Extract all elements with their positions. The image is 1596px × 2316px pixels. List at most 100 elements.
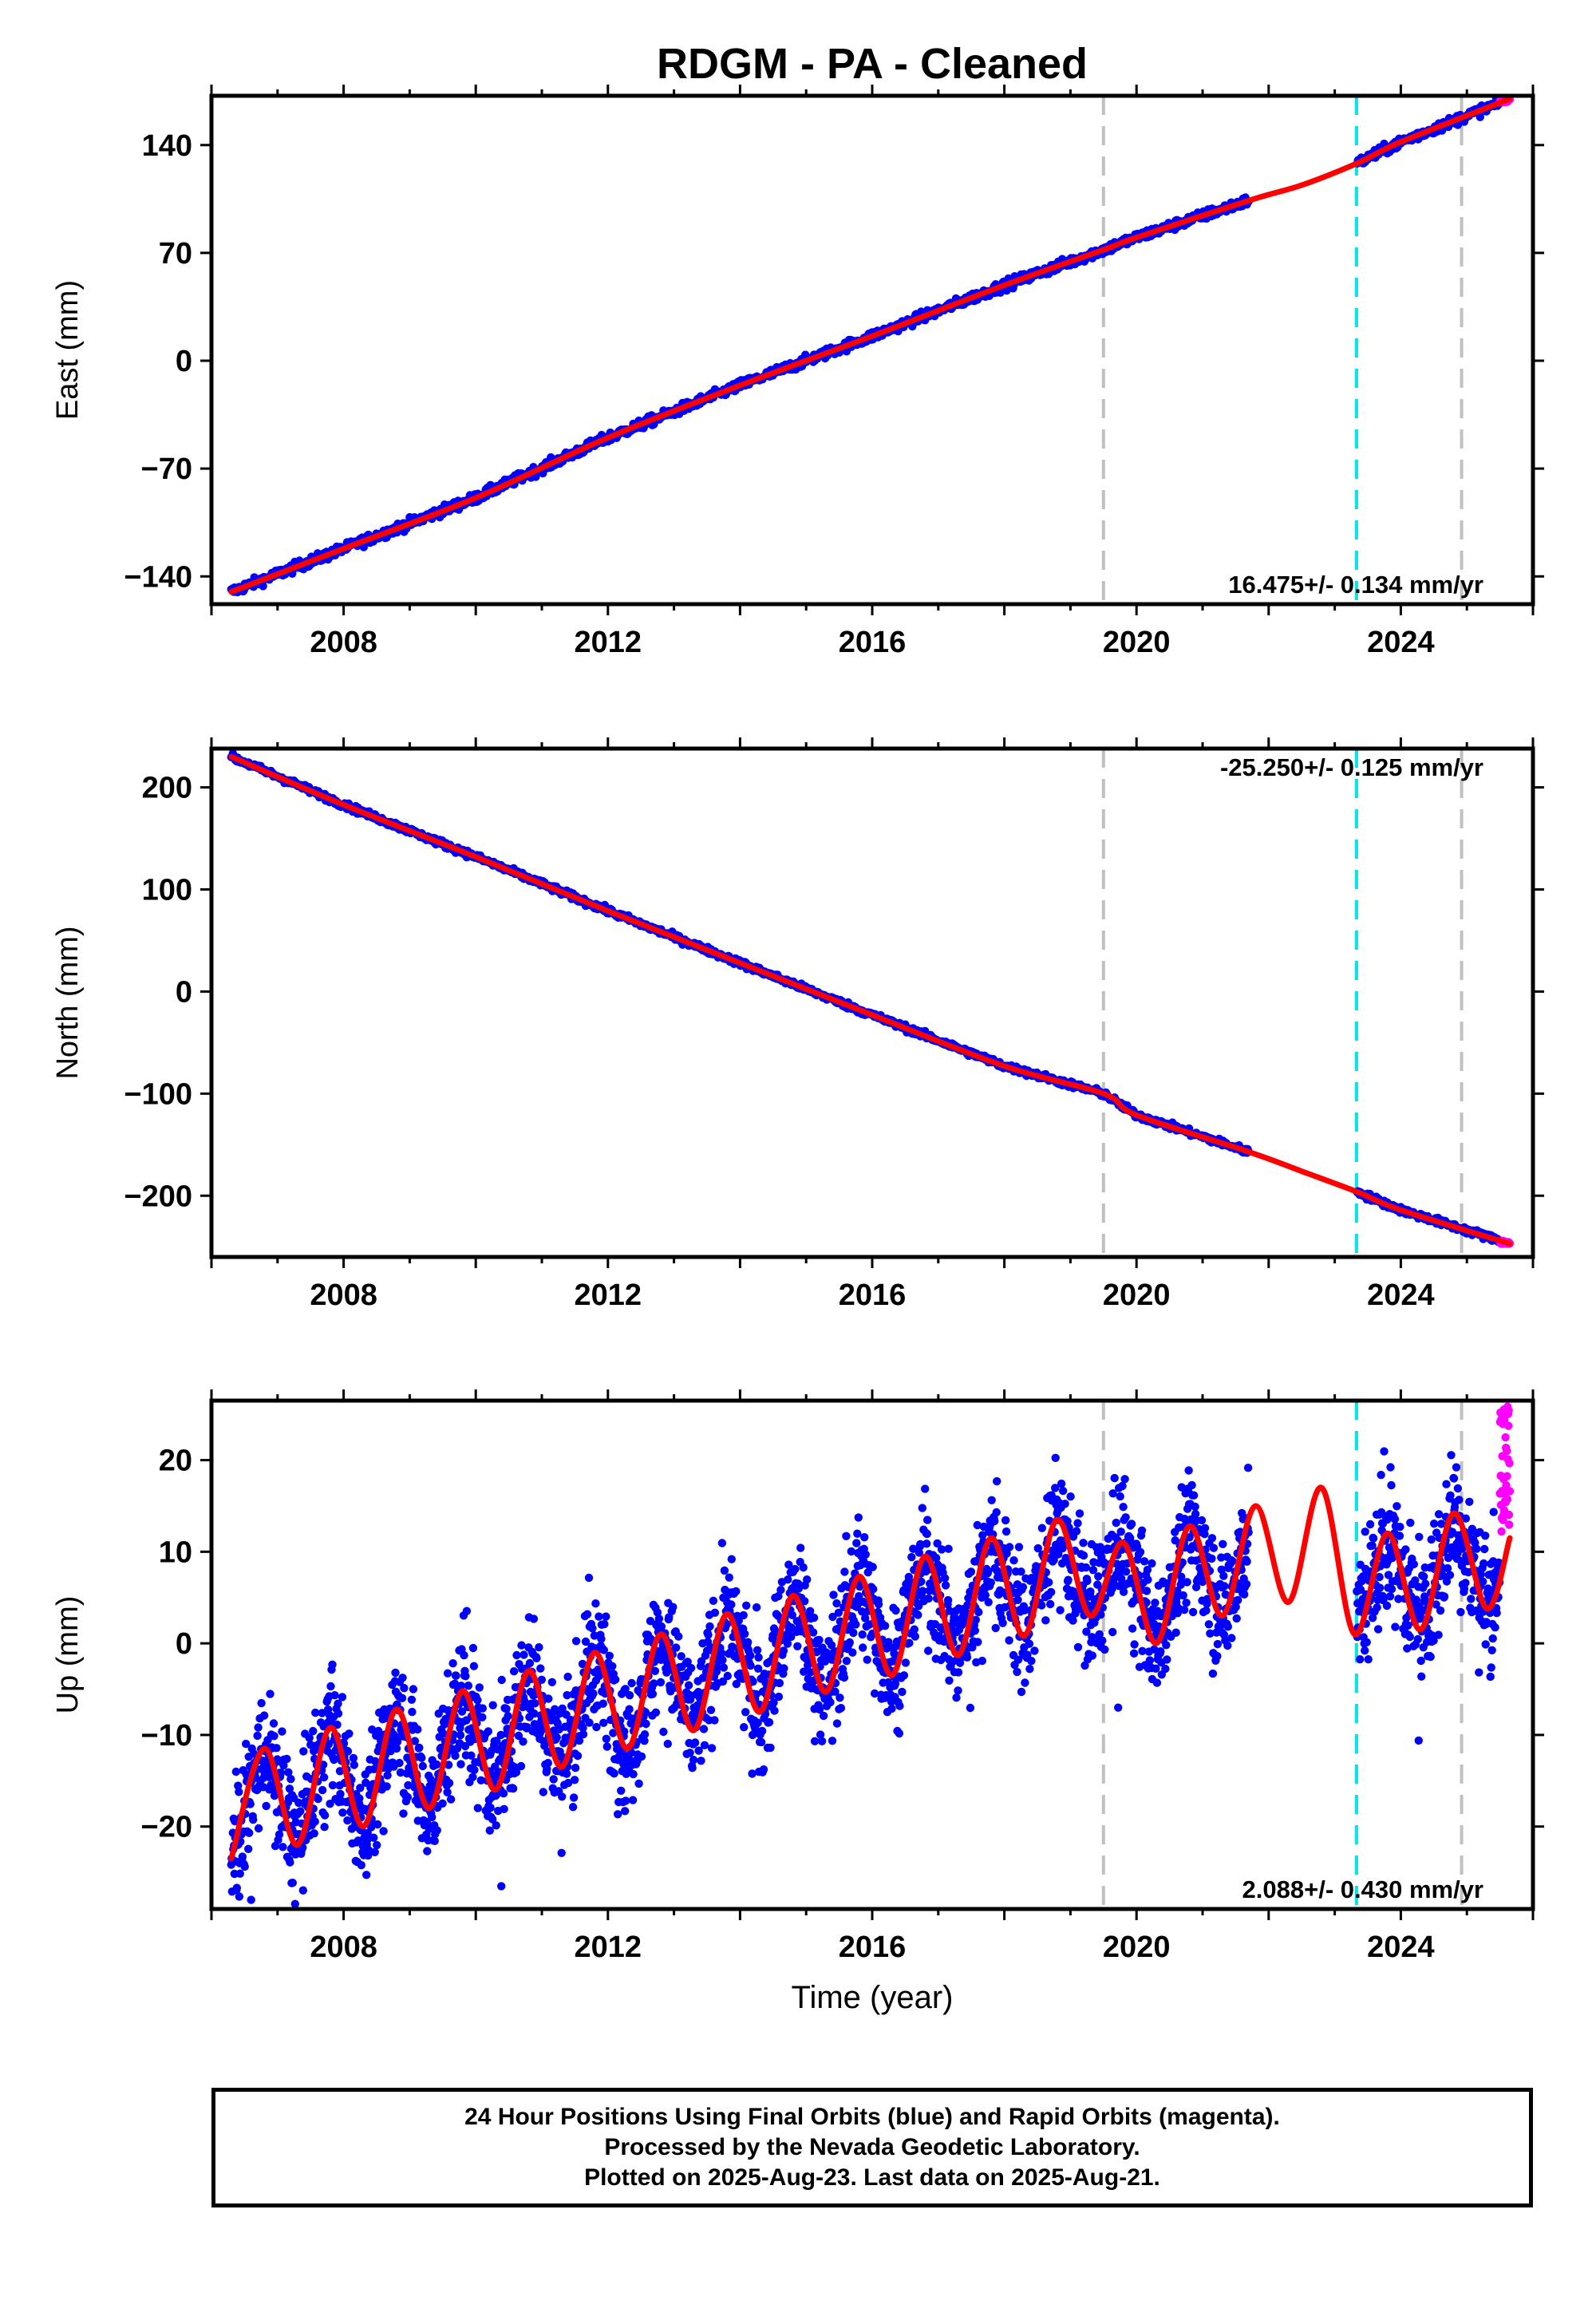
final-orbit-point [428, 1812, 437, 1822]
final-orbit-point [562, 1769, 571, 1778]
final-orbit-point [629, 1769, 638, 1779]
final-orbit-point [829, 1591, 838, 1599]
final-orbit-point [848, 1648, 857, 1657]
final-orbit-point [642, 1719, 650, 1729]
north-rate-label: -25.250+/- 0.125 mm/yr [1220, 753, 1483, 781]
y-tick-label: −100 [124, 1077, 192, 1111]
final-orbit-point [517, 1641, 526, 1650]
final-orbit-point [918, 1504, 927, 1512]
final-orbit-point [286, 1858, 294, 1867]
final-orbit-point [286, 1775, 295, 1784]
y-tick-label: 100 [142, 874, 192, 907]
final-orbit-point [779, 1646, 788, 1655]
final-orbit-point [234, 1781, 243, 1790]
final-orbit-point [333, 1720, 342, 1729]
final-orbit-point [275, 1830, 284, 1839]
final-orbit-point [588, 1624, 597, 1633]
final-orbit-point [473, 1696, 482, 1705]
final-orbit-point [827, 1641, 836, 1650]
final-orbit-point [640, 1737, 649, 1745]
final-orbit-point [895, 1729, 904, 1738]
final-orbit-point [444, 1761, 453, 1769]
final-orbit-point [326, 1800, 334, 1808]
final-orbit-point [640, 1730, 650, 1739]
final-orbit-point [694, 1746, 703, 1755]
final-orbit-point [697, 1757, 705, 1765]
final-orbit-point [563, 1690, 571, 1700]
north-panel: 2008 2012 2016 2020 20242001000−100−200North… [51, 737, 1544, 1312]
final-orbit-point [581, 1637, 591, 1646]
final-orbit-point [470, 1765, 479, 1774]
final-orbit-point [290, 1899, 299, 1908]
final-orbit-point [749, 1677, 757, 1686]
x-tick-label: 2016 [839, 626, 907, 659]
final-orbit-point [826, 1697, 835, 1707]
final-orbit-point [911, 1632, 920, 1641]
final-orbit-point [543, 1758, 552, 1768]
final-orbit-point [575, 1736, 584, 1745]
final-orbit-point [478, 1713, 487, 1721]
final-orbit-point [369, 1833, 378, 1842]
final-orbit-point [800, 1597, 809, 1606]
final-orbit-point [611, 1675, 620, 1684]
final-orbit-point [589, 1689, 598, 1698]
final-orbit-point [320, 1823, 329, 1832]
final-orbit-point [547, 1678, 556, 1686]
x-tick-label: 2016 [839, 1279, 907, 1312]
east-plot-area [227, 96, 1515, 604]
final-orbit-point [338, 1808, 347, 1817]
final-orbit-point [568, 1803, 578, 1812]
y-tick-label: 20 [159, 1445, 192, 1478]
final-orbit-point [592, 1722, 601, 1732]
final-orbit-point [570, 1776, 579, 1784]
final-orbit-point [627, 1678, 636, 1688]
final-orbit-point [531, 1699, 539, 1708]
x-tick-label: 2012 [575, 1931, 642, 1964]
final-orbit-point [557, 1848, 566, 1857]
final-orbit-point [656, 1678, 666, 1687]
final-orbit-point [742, 1601, 751, 1611]
final-orbit-point [752, 1603, 761, 1612]
final-orbit-point [915, 1548, 924, 1557]
final-orbit-point [254, 1723, 263, 1732]
final-orbit-point [504, 1712, 512, 1721]
final-orbit-point [571, 1764, 580, 1773]
final-orbit-point [469, 1662, 479, 1670]
final-orbit-point [706, 1705, 716, 1714]
final-orbit-point [770, 1706, 779, 1715]
final-orbit-point [484, 1727, 492, 1736]
final-orbit-point [677, 1652, 685, 1661]
final-orbit-point [699, 1725, 709, 1733]
final-orbit-point [492, 1821, 500, 1830]
final-orbit-point [728, 1642, 737, 1651]
final-orbit-point [456, 1731, 465, 1740]
final-orbit-point [898, 1687, 907, 1697]
y-tick-label: 0 [176, 975, 192, 1009]
final-orbit-point [787, 1632, 796, 1642]
final-orbit-point [552, 1733, 561, 1742]
final-orbit-point [828, 1737, 837, 1745]
y-tick-label: 0 [176, 345, 192, 378]
final-orbit-point [397, 1694, 407, 1702]
final-orbit-point [783, 1639, 792, 1648]
final-orbit-point [336, 1789, 345, 1799]
final-orbit-point [530, 1709, 539, 1718]
final-orbit-point [799, 1563, 808, 1572]
final-orbit-point [753, 1718, 762, 1727]
final-orbit-point [285, 1784, 294, 1793]
final-orbit-point [910, 1625, 919, 1634]
final-orbit-point [399, 1809, 408, 1818]
final-orbit-point [310, 1817, 319, 1826]
east-y-axis-label: East (mm) [51, 280, 85, 420]
final-orbit-point [880, 1622, 890, 1630]
final-orbit-point [774, 1692, 784, 1701]
final-orbit-point [707, 1744, 717, 1753]
final-orbit-point [854, 1513, 863, 1522]
final-orbit-point [905, 1638, 914, 1647]
final-orbit-point [486, 1803, 495, 1812]
final-orbit-point [845, 1638, 855, 1647]
final-orbit-point [922, 1539, 931, 1548]
final-orbit-point [595, 1612, 603, 1621]
final-orbit-point [610, 1769, 618, 1778]
final-orbit-point [815, 1635, 824, 1645]
